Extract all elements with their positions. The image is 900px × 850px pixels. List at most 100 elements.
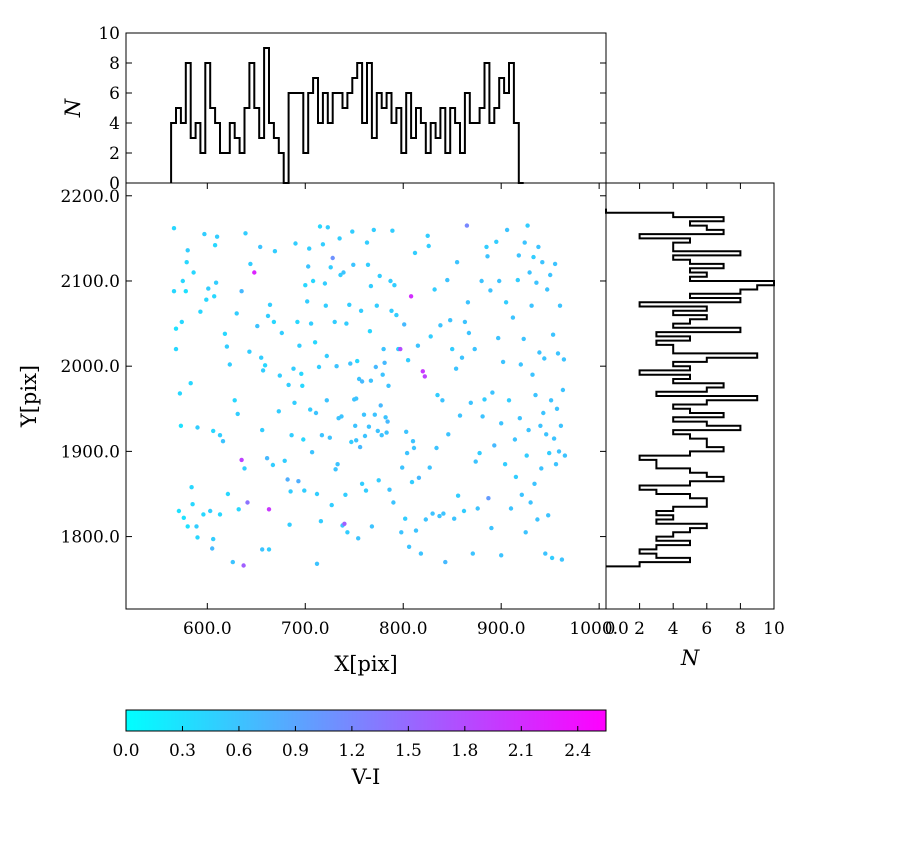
scatter-point	[560, 387, 566, 393]
scatter-point	[527, 270, 532, 275]
scatter-point	[443, 559, 448, 565]
scatter-point	[214, 234, 220, 239]
scatter-point	[325, 225, 330, 230]
scatter-point	[486, 496, 491, 501]
scatter-point	[308, 407, 313, 412]
top-histogram-yticks: 0 2 4 6 8 10	[98, 24, 606, 194]
scatter-xtick-label: 1000.0	[569, 619, 628, 639]
scatter-point	[519, 492, 524, 497]
scatter-point	[536, 244, 541, 250]
scatter-point	[455, 493, 461, 498]
scatter-point	[380, 372, 385, 377]
scatter-point	[374, 303, 379, 308]
scatter-point	[267, 302, 273, 307]
scatter-point	[227, 362, 232, 367]
top-histogram-ytick-label: 4	[109, 114, 120, 134]
scatter-point	[492, 443, 497, 448]
scatter-point	[194, 524, 199, 529]
scatter-point	[405, 358, 411, 363]
scatter-point	[176, 508, 182, 514]
scatter-point	[361, 412, 367, 417]
scatter-point	[403, 516, 408, 521]
scatter-point	[383, 415, 388, 420]
scatter-point	[204, 297, 209, 302]
colorbar-tick-label: 2.4	[564, 741, 591, 761]
scatter-point	[213, 280, 219, 285]
scatter-point	[545, 287, 550, 292]
scatter-point	[452, 516, 457, 521]
scatter-point	[291, 366, 296, 371]
scatter-point	[557, 303, 563, 308]
scatter-point	[475, 506, 480, 511]
scatter-point	[410, 439, 416, 444]
scatter-point	[420, 369, 425, 374]
scatter-point	[428, 334, 433, 339]
scatter-point	[482, 397, 487, 402]
scatter-point	[343, 492, 348, 497]
scatter-point	[279, 330, 284, 336]
colorbar-tick-label: 1.2	[338, 741, 365, 761]
scatter-xlabel: X[pix]	[334, 652, 397, 676]
right-histogram-xtick-label: 0	[605, 619, 616, 639]
scatter-point	[529, 303, 534, 308]
scatter-point	[303, 283, 308, 288]
scatter-point	[365, 262, 371, 267]
scatter-point	[415, 343, 421, 348]
colorbar-tick-label: 0.0	[112, 741, 139, 761]
colorbar-ticks: 0.0 0.3 0.6 0.9 1.2 1.5 1.8 2.1 2.4	[112, 726, 591, 761]
scatter-point	[248, 261, 253, 267]
scatter-point	[259, 355, 264, 360]
scatter-point	[286, 382, 291, 388]
scatter-point	[239, 289, 244, 294]
scatter-point	[242, 466, 247, 471]
scatter-point	[189, 485, 194, 490]
colorbar-label: V-I	[351, 765, 381, 789]
scatter-point	[423, 517, 428, 522]
top-histogram-ytick-label: 10	[98, 24, 120, 44]
scatter-point	[382, 360, 387, 365]
scatter-point	[454, 260, 460, 265]
scatter-point	[468, 400, 473, 405]
scatter-point	[399, 530, 404, 535]
scatter-point	[484, 244, 489, 250]
scatter-point	[485, 254, 490, 259]
top-histogram-ytick-label: 2	[109, 144, 120, 164]
scatter-point	[345, 530, 350, 535]
top-histogram-step	[170, 47, 524, 184]
scatter-point	[334, 364, 339, 369]
scatter-point	[211, 428, 216, 434]
scatter-point	[266, 507, 272, 512]
scatter-point	[357, 444, 363, 450]
colorbar-tick-label: 2.1	[508, 741, 535, 761]
scatter-point	[465, 300, 471, 305]
scatter-point	[548, 398, 554, 403]
scatter-point	[377, 273, 382, 279]
scatter-point	[551, 436, 557, 441]
scatter-ylabel: Y[pix]	[17, 365, 41, 428]
scatter-point	[411, 445, 417, 451]
right-histogram-frame	[605, 182, 775, 610]
scatter-point	[543, 551, 548, 556]
scatter-point	[538, 423, 543, 428]
scatter-point	[318, 519, 324, 524]
scatter-point	[236, 507, 241, 512]
scatter-point	[243, 231, 248, 236]
scatter-point	[322, 281, 328, 286]
scatter-point	[535, 517, 540, 522]
scatter-point	[224, 344, 230, 349]
scatter-point	[222, 331, 228, 336]
scatter-point	[448, 318, 453, 323]
scatter-point	[301, 437, 306, 442]
scatter-point	[355, 358, 360, 364]
scatter-point	[558, 423, 564, 428]
scatter-point	[347, 302, 352, 307]
right-histogram-xtick-label: 10	[763, 619, 785, 639]
scatter-point	[553, 462, 559, 467]
scatter-point	[234, 311, 239, 316]
scatter-point	[432, 287, 437, 292]
scatter-point	[412, 250, 418, 256]
scatter-point	[173, 346, 179, 352]
scatter-point	[462, 319, 468, 325]
scatter-ytick-label: 1800.0	[61, 528, 120, 548]
scatter-point	[342, 521, 347, 526]
